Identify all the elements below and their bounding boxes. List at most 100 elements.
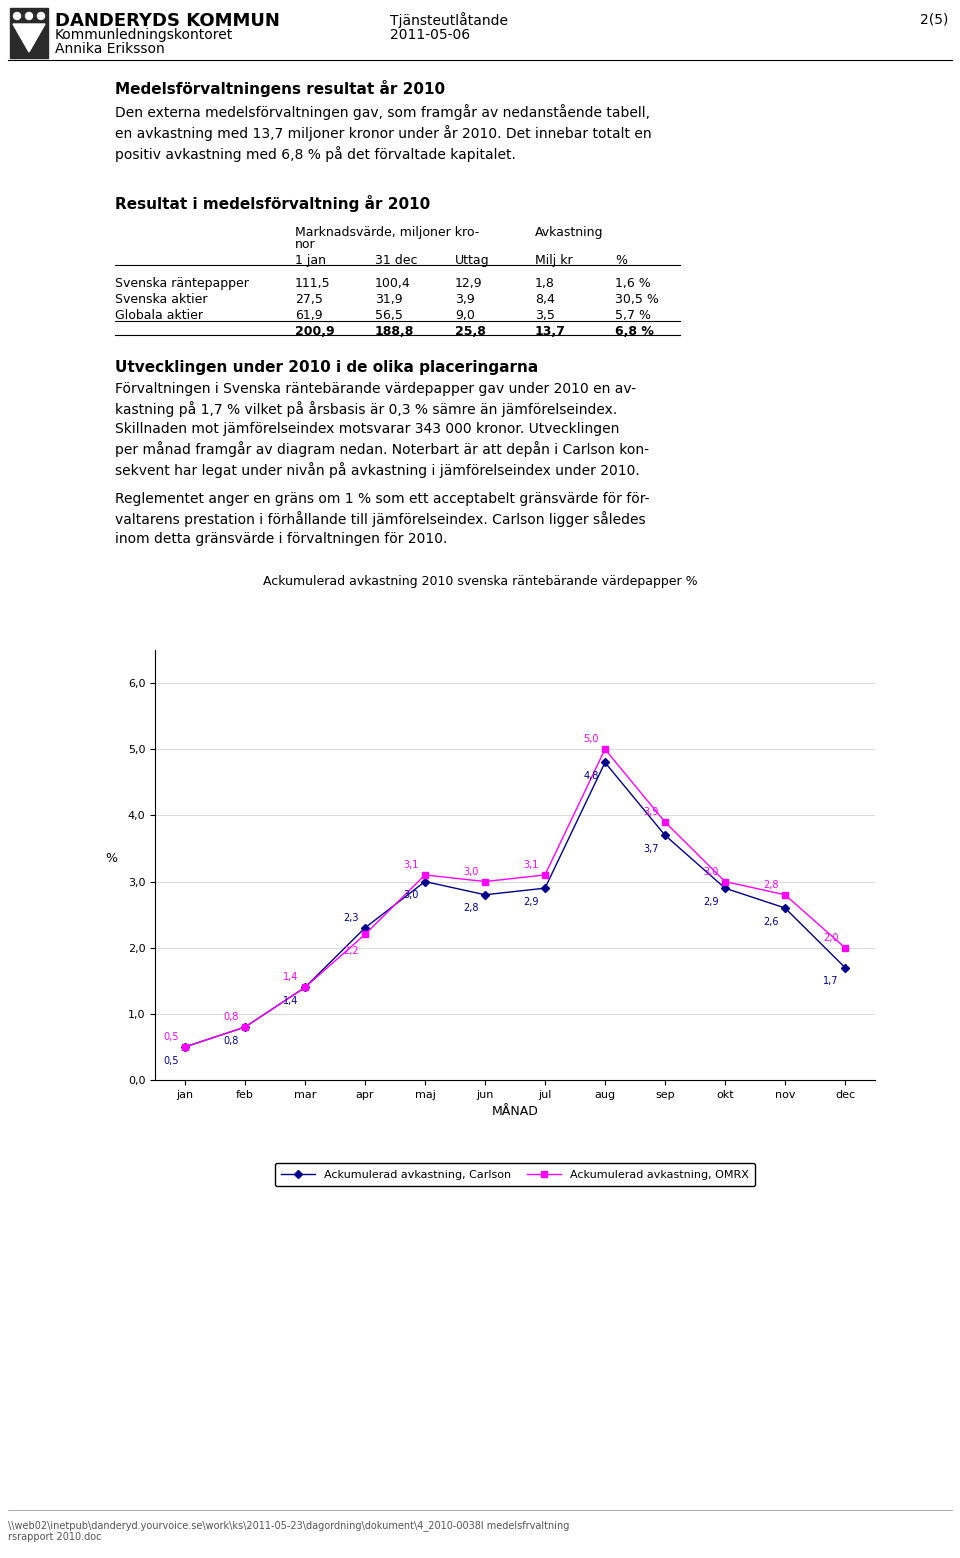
Text: 188,8: 188,8 xyxy=(375,326,415,338)
Text: 5,7 %: 5,7 % xyxy=(615,308,651,323)
Ackumulerad avkastning, OMRX xyxy=(540,866,551,885)
X-axis label: MÅNAD: MÅNAD xyxy=(492,1105,539,1119)
Text: Svenska räntepapper: Svenska räntepapper xyxy=(115,277,249,290)
Text: 12,9: 12,9 xyxy=(455,277,483,290)
Ackumulerad avkastning, OMRX xyxy=(599,740,611,759)
Text: Reglementet anger en gräns om 1 % som ett acceptabelt gränsvärde för för-
valtar: Reglementet anger en gräns om 1 % som et… xyxy=(115,492,650,545)
Text: 31,9: 31,9 xyxy=(375,293,402,305)
Ackumulerad avkastning, OMRX xyxy=(780,885,791,904)
Text: 30,5 %: 30,5 % xyxy=(615,293,659,305)
Ackumulerad avkastning, Carlson xyxy=(300,978,311,997)
Ackumulerad avkastning, OMRX xyxy=(180,1038,191,1056)
Text: Avkastning: Avkastning xyxy=(535,226,604,238)
Ackumulerad avkastning, Carlson xyxy=(780,899,791,918)
Ackumulerad avkastning, Carlson xyxy=(239,1017,251,1036)
Text: Medelsförvaltningens resultat år 2010: Medelsförvaltningens resultat år 2010 xyxy=(115,79,445,97)
Text: Kommunledningskontoret: Kommunledningskontoret xyxy=(55,28,233,42)
Text: 25,8: 25,8 xyxy=(455,326,486,338)
Text: 56,5: 56,5 xyxy=(375,308,403,323)
Text: Tjänsteutlåtande: Tjänsteutlåtande xyxy=(390,12,508,28)
Text: Uttag: Uttag xyxy=(455,254,490,266)
Ackumulerad avkastning, OMRX xyxy=(300,978,311,997)
Line: Ackumulerad avkastning, OMRX: Ackumulerad avkastning, OMRX xyxy=(182,746,848,1050)
Text: 3,1: 3,1 xyxy=(523,860,539,869)
Text: 2011-05-06: 2011-05-06 xyxy=(390,28,470,42)
Text: 111,5: 111,5 xyxy=(295,277,330,290)
Ackumulerad avkastning, Carlson xyxy=(660,826,671,844)
Text: 27,5: 27,5 xyxy=(295,293,323,305)
Text: 200,9: 200,9 xyxy=(295,326,335,338)
Text: 3,5: 3,5 xyxy=(535,308,555,323)
Ackumulerad avkastning, Carlson xyxy=(839,958,851,977)
Ackumulerad avkastning, Carlson xyxy=(359,919,371,938)
Ackumulerad avkastning, Carlson xyxy=(540,879,551,897)
Circle shape xyxy=(26,12,33,20)
Ackumulerad avkastning, OMRX xyxy=(239,1017,251,1036)
Text: 1,7: 1,7 xyxy=(824,977,839,986)
Circle shape xyxy=(13,12,20,20)
Text: 100,4: 100,4 xyxy=(375,277,411,290)
Text: %: % xyxy=(615,254,627,266)
Text: 0,5: 0,5 xyxy=(163,1056,179,1066)
Text: Milj kr: Milj kr xyxy=(535,254,572,266)
Polygon shape xyxy=(13,23,45,51)
Text: 2,6: 2,6 xyxy=(763,916,779,927)
Text: 2(5): 2(5) xyxy=(920,12,948,26)
Text: 6,8 %: 6,8 % xyxy=(615,326,654,338)
Text: 2,0: 2,0 xyxy=(824,933,839,943)
Text: 4,8: 4,8 xyxy=(584,771,599,781)
Text: 3,0: 3,0 xyxy=(403,890,419,901)
Text: 1 jan: 1 jan xyxy=(295,254,326,266)
Text: 1,4: 1,4 xyxy=(283,972,299,983)
Text: Annika Eriksson: Annika Eriksson xyxy=(55,42,165,56)
Text: 31 dec: 31 dec xyxy=(375,254,418,266)
Text: 0,5: 0,5 xyxy=(163,1031,179,1042)
Circle shape xyxy=(37,12,44,20)
Ackumulerad avkastning, Carlson xyxy=(479,885,491,904)
Text: 3,9: 3,9 xyxy=(455,293,475,305)
Text: 13,7: 13,7 xyxy=(535,326,565,338)
Line: Ackumulerad avkastning, Carlson: Ackumulerad avkastning, Carlson xyxy=(182,760,848,1050)
Ackumulerad avkastning, OMRX xyxy=(719,872,731,891)
Text: Förvaltningen i Svenska räntebärande värdepapper gav under 2010 en av-
kastning : Förvaltningen i Svenska räntebärande vär… xyxy=(115,382,649,478)
Text: Globala aktier: Globala aktier xyxy=(115,308,203,323)
Text: rsrapport 2010.doc: rsrapport 2010.doc xyxy=(8,1532,102,1542)
Text: Ackumulerad avkastning 2010 svenska räntebärande värdepapper %: Ackumulerad avkastning 2010 svenska ränt… xyxy=(263,575,697,587)
Text: 2,9: 2,9 xyxy=(704,897,719,907)
Text: 0,8: 0,8 xyxy=(224,1036,239,1045)
Text: Marknadsvärde, miljoner kro-: Marknadsvärde, miljoner kro- xyxy=(295,226,479,238)
Y-axis label: %: % xyxy=(105,852,117,865)
Ackumulerad avkastning, Carlson xyxy=(420,872,431,891)
Text: Den externa medelsförvaltningen gav, som framgår av nedanstående tabell,
en avka: Den externa medelsförvaltningen gav, som… xyxy=(115,104,652,162)
Ackumulerad avkastning, OMRX xyxy=(839,938,851,957)
Text: DANDERYDS KOMMUN: DANDERYDS KOMMUN xyxy=(55,12,280,30)
Text: 9,0: 9,0 xyxy=(455,308,475,323)
Text: 3,9: 3,9 xyxy=(643,807,659,816)
Ackumulerad avkastning, OMRX xyxy=(359,925,371,944)
Text: 3,0: 3,0 xyxy=(704,866,719,877)
Text: nor: nor xyxy=(295,238,316,251)
Text: 3,0: 3,0 xyxy=(464,866,479,877)
Text: \\web02\inetpub\danderyd.yourvoice.se\work\ks\2011-05-23\dagordning\dokument\4_2: \\web02\inetpub\danderyd.yourvoice.se\wo… xyxy=(8,1521,569,1532)
Text: 3,7: 3,7 xyxy=(643,844,659,854)
Text: Resultat i medelsförvaltning år 2010: Resultat i medelsförvaltning år 2010 xyxy=(115,195,430,212)
Text: 2,9: 2,9 xyxy=(523,897,539,907)
Ackumulerad avkastning, OMRX xyxy=(660,813,671,832)
Ackumulerad avkastning, Carlson xyxy=(599,753,611,771)
Bar xyxy=(10,8,48,58)
Ackumulerad avkastning, OMRX xyxy=(479,872,491,891)
Text: 2,8: 2,8 xyxy=(763,880,779,890)
Text: 1,4: 1,4 xyxy=(283,996,299,1006)
Text: Utvecklingen under 2010 i de olika placeringarna: Utvecklingen under 2010 i de olika place… xyxy=(115,360,539,375)
Text: 2,8: 2,8 xyxy=(464,904,479,913)
Text: 1,6 %: 1,6 % xyxy=(615,277,651,290)
Text: 1,8: 1,8 xyxy=(535,277,555,290)
Text: Svenska aktier: Svenska aktier xyxy=(115,293,207,305)
Text: 2,2: 2,2 xyxy=(344,946,359,957)
Ackumulerad avkastning, Carlson xyxy=(719,879,731,897)
Ackumulerad avkastning, OMRX xyxy=(420,866,431,885)
Text: 61,9: 61,9 xyxy=(295,308,323,323)
Text: 8,4: 8,4 xyxy=(535,293,555,305)
Text: 5,0: 5,0 xyxy=(584,734,599,745)
Legend: Ackumulerad avkastning, Carlson, Ackumulerad avkastning, OMRX: Ackumulerad avkastning, Carlson, Ackumul… xyxy=(275,1162,756,1186)
